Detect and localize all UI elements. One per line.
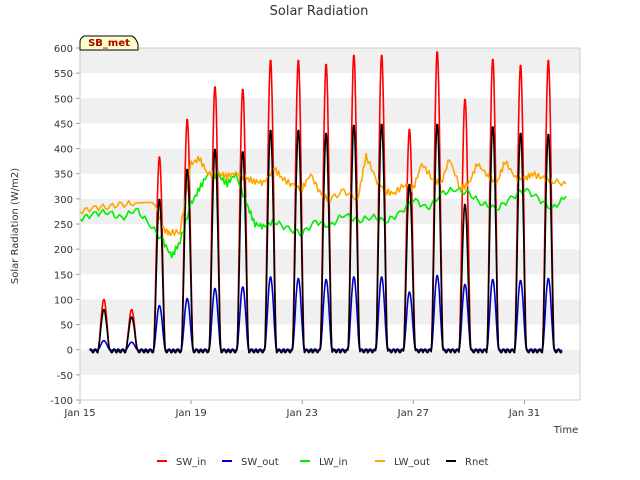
y-tick-label: 50 bbox=[60, 321, 73, 332]
y-tick-label: 250 bbox=[54, 220, 73, 231]
x-tick-label: Jan 19 bbox=[174, 408, 206, 419]
series-lines bbox=[79, 51, 567, 354]
legend: SW_in SW_out LW_in LW_out Rnet bbox=[157, 457, 488, 468]
y-tick-label: 600 bbox=[54, 44, 73, 55]
y-tick-label: -100 bbox=[50, 396, 73, 407]
y-tick-label: 0 bbox=[67, 346, 73, 357]
y-tick-label: 150 bbox=[54, 270, 73, 281]
series-line-rnet bbox=[89, 123, 563, 354]
x-tick-label: Jan 27 bbox=[397, 408, 429, 419]
grid-band bbox=[80, 349, 580, 375]
series-line-lw-out bbox=[79, 152, 567, 237]
legend-label: LW_in bbox=[319, 457, 348, 468]
y-tick-label: 300 bbox=[54, 195, 73, 206]
x-axis-label: Time bbox=[553, 425, 578, 436]
x-axis: Jan 15 Jan 19 Jan 23 Jan 27 Jan 31 bbox=[63, 400, 540, 419]
legend-label: Rnet bbox=[465, 457, 488, 468]
grid-band bbox=[80, 98, 580, 124]
y-tick-label: 350 bbox=[54, 170, 73, 181]
chart-title: Solar Radiation bbox=[270, 4, 369, 19]
y-tick-label: -50 bbox=[57, 371, 73, 382]
y-tick-label: 450 bbox=[54, 119, 73, 130]
y-tick-label: 500 bbox=[54, 94, 73, 105]
legend-label: SW_out bbox=[241, 457, 279, 468]
x-tick-label: Jan 31 bbox=[508, 408, 540, 419]
y-axis-label: Solar Radiation (W/m2) bbox=[10, 168, 21, 284]
grid-band bbox=[80, 148, 580, 174]
plot-frame bbox=[79, 47, 581, 401]
legend-label: SW_in bbox=[176, 457, 206, 468]
annotation-label: SB_met bbox=[88, 38, 130, 49]
y-tick-label: 400 bbox=[54, 145, 73, 156]
y-tick-label: 550 bbox=[54, 69, 73, 80]
legend-label: LW_out bbox=[394, 457, 430, 468]
y-tick-label: 100 bbox=[54, 295, 73, 306]
y-axis: -100 -50 0 50 100 150 200 250 300 350 400 450 500 550… bbox=[50, 44, 80, 407]
grid-band bbox=[80, 48, 580, 74]
x-tick-label: Jan 23 bbox=[286, 408, 318, 419]
x-tick-label: Jan 15 bbox=[63, 408, 95, 419]
y-tick-label: 200 bbox=[54, 245, 73, 256]
annotation-box: SB_met bbox=[79, 35, 139, 51]
